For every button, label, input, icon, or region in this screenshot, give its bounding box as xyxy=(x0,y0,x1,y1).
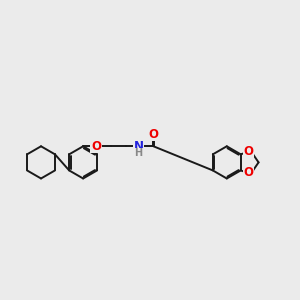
Text: O: O xyxy=(91,140,101,153)
Text: H: H xyxy=(134,148,143,158)
Text: O: O xyxy=(243,146,253,158)
Text: O: O xyxy=(148,128,158,141)
Text: N: N xyxy=(134,140,144,153)
Text: O: O xyxy=(243,167,253,179)
